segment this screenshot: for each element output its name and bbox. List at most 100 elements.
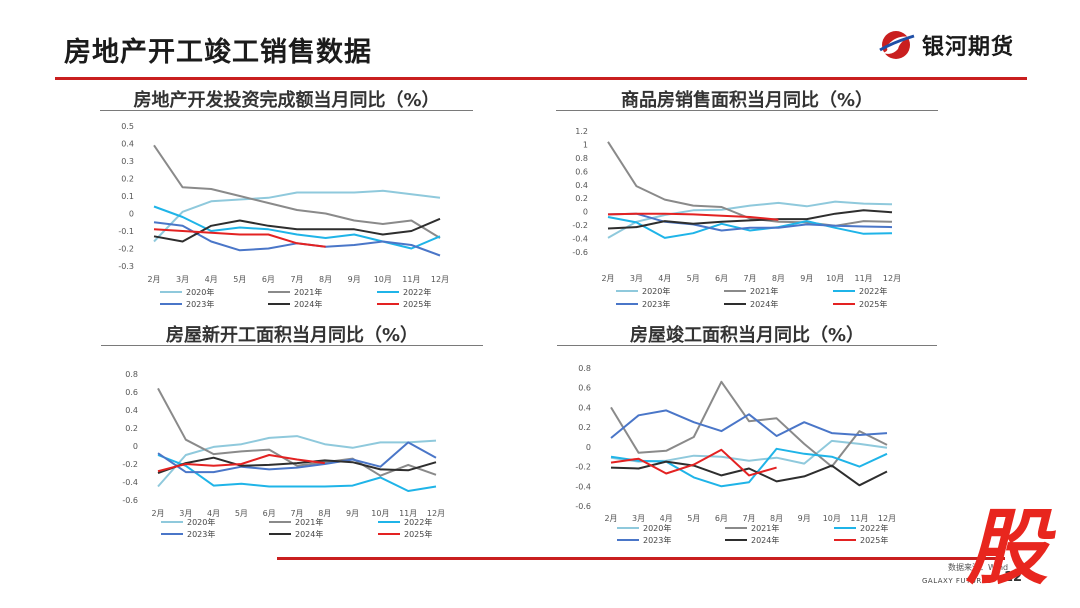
x-tick-label: 7月 [290, 509, 303, 518]
chart-divider [557, 345, 937, 346]
legend-label: 2020年 [642, 286, 670, 296]
chart-title: 房地产开发投资完成额当月同比（%） [133, 90, 440, 111]
chart-title: 房屋竣工面积当月同比（%） [629, 325, 865, 346]
series-line-2024年 [157, 456, 437, 474]
y-tick-label: 0.4 [121, 140, 134, 149]
x-tick-label: 11月 [402, 275, 420, 284]
x-tick-label: 12月 [878, 514, 896, 523]
series-line-2024年 [607, 209, 893, 230]
legend-label: 2024年 [751, 535, 779, 545]
x-tick-label: 4月 [660, 514, 673, 523]
legend-label: 2024年 [750, 299, 778, 309]
series-line-2023年 [607, 212, 893, 232]
galaxy-logo-icon [879, 31, 915, 59]
series-line-2021年 [607, 141, 893, 227]
x-tick-label: 8月 [318, 509, 331, 518]
y-tick-label: 0.4 [578, 403, 591, 412]
legend-label: 2025年 [859, 299, 887, 309]
x-tick-label: 2月 [151, 509, 164, 518]
chart-sales-area: 商品房销售面积当月同比（%） -0.6 -0.4 -0.2 0 0.2 0.4 0.6 0.8… [556, 82, 938, 314]
legend-label: 2020年 [186, 287, 214, 297]
page-title: 房地产开工竣工销售数据 [64, 37, 372, 68]
x-tick-label: 3月 [179, 509, 192, 518]
y-tick-label: 0.3 [121, 157, 134, 166]
x-tick-label: 10月 [371, 509, 389, 518]
legend-label: 2023年 [643, 535, 671, 545]
legend-label: 2022年 [860, 523, 888, 533]
legend-label: 2020年 [187, 517, 215, 527]
y-tick-label: 0.4 [575, 181, 588, 190]
chart-title: 商品房销售面积当月同比（%） [620, 90, 874, 111]
y-tick-label: -0.4 [575, 482, 591, 491]
y-tick-label: 0.2 [578, 423, 591, 432]
x-tick-label: 3月 [632, 514, 645, 523]
series-line-2023年 [610, 409, 888, 439]
chart-title: 房屋新开工面积当月同比（%） [165, 325, 419, 346]
series-line-2023年 [157, 441, 437, 474]
x-tick-label: 10月 [374, 275, 392, 284]
y-tick-label: -0.6 [122, 496, 138, 505]
x-tick-label: 8月 [770, 514, 783, 523]
y-tick-label: -0.2 [575, 463, 591, 472]
footer-divider [277, 557, 1005, 560]
y-tick-label: -0.6 [572, 248, 588, 257]
x-tick-label: 12月 [883, 274, 901, 283]
y-tick-label: 0 [133, 442, 138, 451]
x-tick-label: 7月 [290, 275, 303, 284]
x-tick-label: 3月 [630, 274, 643, 283]
y-tick-label: 0.4 [125, 406, 138, 415]
legend-label: 2021年 [750, 286, 778, 296]
x-tick-label: 2月 [604, 514, 617, 523]
legend-label: 2022年 [403, 287, 431, 297]
investment-plot: -0.3 -0.2 -0.1 0 0.1 0.2 0.3 0.4 0.5 2月 3月 4月 5月 6月 7月… [118, 122, 449, 309]
x-tick-label: 9月 [346, 509, 359, 518]
chart-completions: 房屋竣工面积当月同比（%） -0.6 -0.4 -0.2 0 0.2 0.4 0.6 0.8 2… [557, 318, 937, 550]
x-tick-label: 5月 [235, 509, 248, 518]
x-tick-label: 9月 [348, 275, 361, 284]
y-tick-label: 0.2 [575, 194, 588, 203]
series-line-2022年 [157, 454, 437, 492]
x-tick-label: 5月 [687, 514, 700, 523]
completions-plot: -0.6 -0.4 -0.2 0 0.2 0.4 0.6 0.8 2月 3月 4月 5月 6月 7月 8月 9… [575, 364, 896, 545]
y-tick-label: 1.2 [575, 127, 588, 136]
chart-new-starts: 房屋新开工面积当月同比（%） -0.6 -0.4 -0.2 0 0.2 0.4 0.6 0.8… [101, 318, 483, 548]
x-tick-label: 4月 [207, 509, 220, 518]
series-line-2024年 [153, 217, 441, 243]
legend-label: 2022年 [404, 517, 432, 527]
chart-divider [100, 110, 473, 111]
series-line-2025年 [153, 228, 326, 248]
x-tick-label: 10月 [826, 274, 844, 283]
y-tick-label: 1 [583, 140, 588, 149]
chart-divider [101, 345, 483, 346]
x-tick-label: 6月 [262, 275, 275, 284]
y-tick-label: -0.4 [572, 235, 588, 244]
series-line-2021年 [153, 144, 441, 239]
legend-label: 2021年 [295, 517, 323, 527]
y-tick-label: 0.6 [125, 388, 138, 397]
x-tick-label: 2月 [147, 275, 160, 284]
y-tick-label: 0.6 [575, 167, 588, 176]
legend-label: 2024年 [295, 529, 323, 539]
series-line-2022年 [610, 447, 888, 488]
y-tick-label: 0 [583, 208, 588, 217]
y-tick-label: -0.6 [575, 502, 591, 511]
x-tick-label: 11月 [850, 514, 868, 523]
y-tick-label: 0.8 [125, 370, 138, 379]
legend-label: 2023年 [186, 299, 214, 309]
legend-label: 2025年 [404, 529, 432, 539]
x-tick-label: 10月 [823, 514, 841, 523]
y-tick-label: 0.5 [121, 122, 134, 131]
y-tick-label: -0.3 [118, 262, 134, 271]
series-line-2022年 [153, 205, 441, 250]
x-tick-label: 4月 [205, 275, 218, 284]
x-tick-label: 2月 [601, 274, 614, 283]
legend-label: 2025年 [860, 535, 888, 545]
chart-investment: 房地产开发投资完成额当月同比（%） -0.3 -0.2 -0.1 0 0.1 0.2 0.3… [100, 82, 473, 314]
sales-area-plot: -0.6 -0.4 -0.2 0 0.2 0.4 0.6 0.8 1 1.2 2月 3月 4月 5月 6月 7… [572, 127, 901, 309]
y-tick-label: 0.8 [578, 364, 591, 373]
data-source: 数据来源：Wind [948, 563, 1009, 572]
series-line-2024年 [610, 460, 888, 487]
page-number: 12 [1004, 570, 1023, 585]
series-line-2025年 [607, 212, 779, 221]
x-tick-label: 4月 [658, 274, 671, 283]
